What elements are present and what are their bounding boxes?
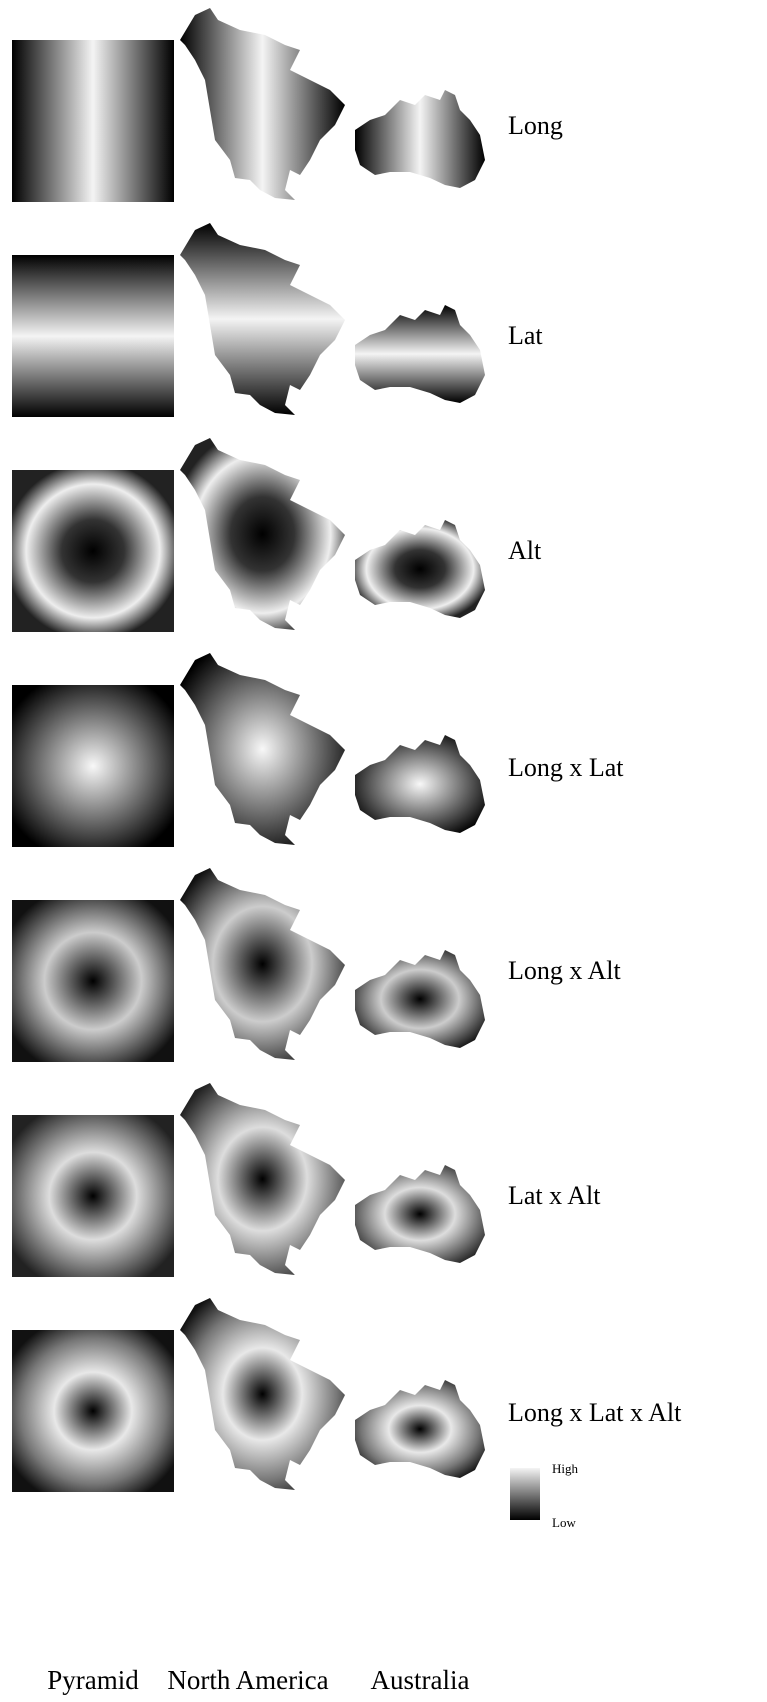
north-america-map bbox=[180, 8, 345, 200]
pyramid-image bbox=[12, 470, 174, 632]
figure-row bbox=[12, 1298, 485, 1492]
figure-row bbox=[12, 8, 485, 202]
column-label: North America bbox=[167, 1665, 328, 1695]
pyramid-image bbox=[12, 685, 174, 847]
australia-map bbox=[355, 1165, 485, 1263]
row-label: Alt bbox=[508, 536, 542, 565]
pyramid-image bbox=[12, 1115, 174, 1277]
pyramid-image bbox=[12, 1330, 174, 1492]
pyramid-image bbox=[12, 40, 174, 202]
row-label: Long bbox=[508, 111, 563, 140]
north-america-map bbox=[180, 438, 345, 630]
figure-row bbox=[12, 653, 485, 847]
row-label: Long x Alt bbox=[508, 956, 621, 985]
north-america-map bbox=[180, 868, 345, 1060]
rows bbox=[12, 8, 485, 1492]
figure: High Low Pyramid North America Australia… bbox=[0, 0, 767, 1702]
north-america-map bbox=[180, 223, 345, 415]
figure-row bbox=[12, 438, 485, 632]
row-label: Lat bbox=[508, 321, 543, 350]
figure-row bbox=[12, 868, 485, 1062]
pyramid-image bbox=[12, 900, 174, 1062]
row-label: Long x Lat x Alt bbox=[508, 1398, 682, 1427]
north-america-map bbox=[180, 653, 345, 845]
australia-map bbox=[355, 735, 485, 833]
row-label: Lat x Alt bbox=[508, 1181, 601, 1210]
figure-row bbox=[12, 1083, 485, 1277]
australia-map bbox=[355, 950, 485, 1048]
pyramid-image bbox=[12, 255, 174, 417]
column-label: Australia bbox=[371, 1665, 470, 1695]
legend-low: Low bbox=[552, 1515, 576, 1530]
row-label: Long x Lat bbox=[508, 753, 624, 782]
legend-bar bbox=[510, 1468, 540, 1520]
north-america-map bbox=[180, 1298, 345, 1490]
column-label: Pyramid bbox=[47, 1665, 139, 1695]
australia-map bbox=[355, 90, 485, 188]
australia-map bbox=[355, 305, 485, 403]
legend-high: High bbox=[552, 1461, 579, 1476]
figure-row bbox=[12, 223, 485, 417]
australia-map bbox=[355, 520, 485, 618]
australia-map bbox=[355, 1380, 485, 1478]
north-america-map bbox=[180, 1083, 345, 1275]
